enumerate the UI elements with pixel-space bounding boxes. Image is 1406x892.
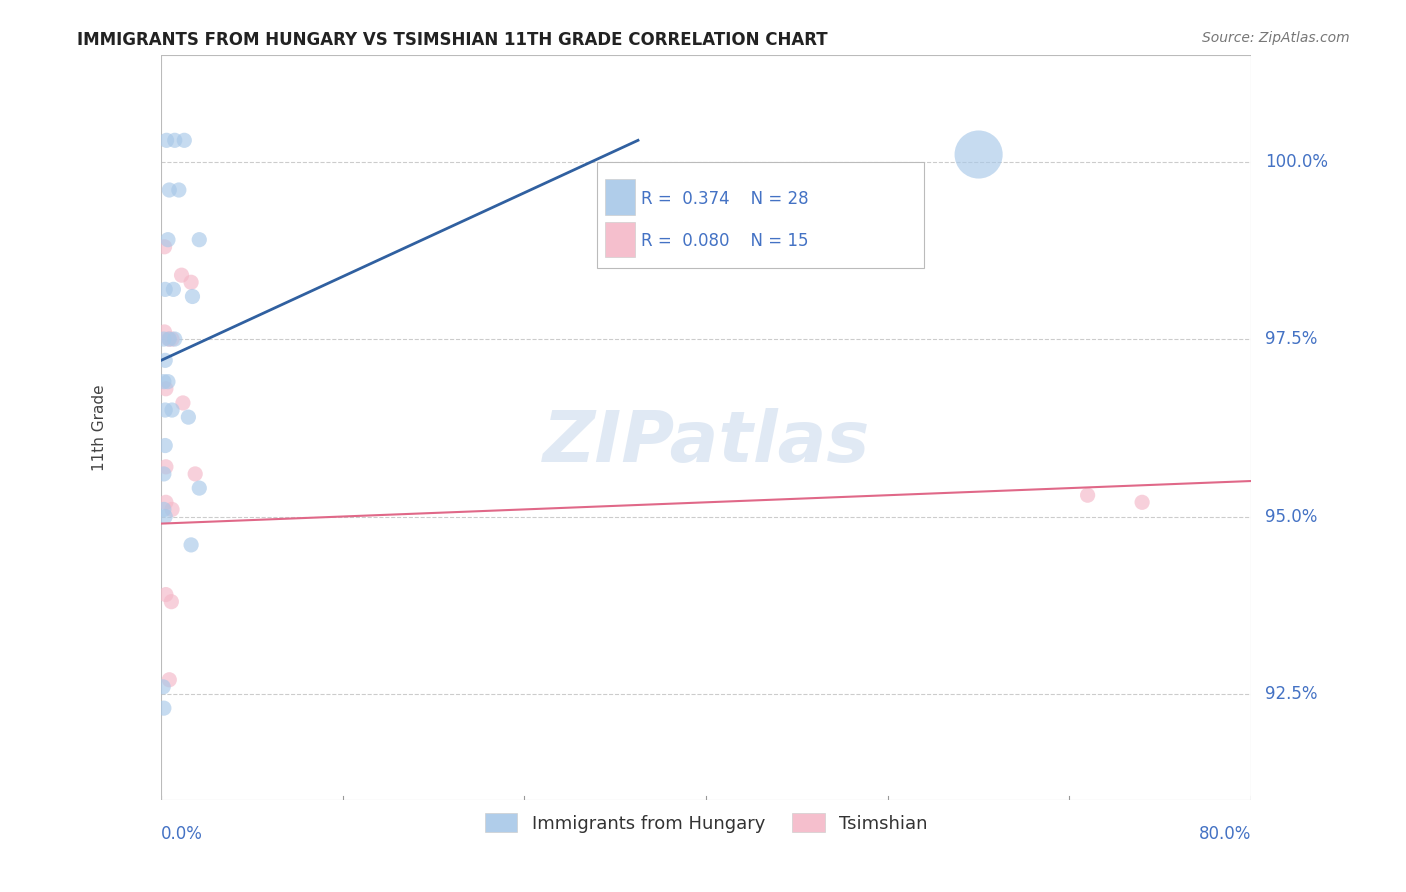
Point [157, 673, 180, 687]
Point [155, 438, 177, 452]
Point [967, 147, 990, 161]
Point [1130, 495, 1153, 509]
Point [177, 410, 200, 425]
Point [155, 382, 177, 396]
Text: R =  0.080    N = 15: R = 0.080 N = 15 [641, 232, 808, 250]
Point [167, 183, 190, 197]
Point [160, 403, 183, 417]
Point [170, 268, 193, 282]
Point [155, 403, 177, 417]
Point [155, 588, 177, 602]
Point [181, 289, 204, 303]
Point [180, 275, 202, 289]
Point [160, 595, 183, 609]
Bar [598, 161, 924, 268]
Point [160, 332, 183, 346]
Point [155, 509, 177, 524]
Text: 11th Grade: 11th Grade [93, 384, 107, 471]
Point [153, 375, 176, 389]
Text: ZIPatlas: ZIPatlas [543, 409, 870, 477]
Point [163, 332, 186, 346]
Text: Source: ZipAtlas.com: Source: ZipAtlas.com [1202, 31, 1350, 45]
Point [153, 332, 176, 346]
Text: 80.0%: 80.0% [1199, 825, 1251, 843]
Point [157, 332, 180, 346]
Point [153, 467, 176, 481]
Point [173, 133, 195, 147]
Text: 0.0%: 0.0% [162, 825, 202, 843]
Point [184, 467, 207, 481]
Point [152, 680, 174, 694]
Bar [606, 222, 636, 258]
Text: 97.5%: 97.5% [1265, 330, 1317, 348]
Legend: Immigrants from Hungary, Tsimshian: Immigrants from Hungary, Tsimshian [478, 806, 935, 840]
Point [155, 133, 177, 147]
Point [163, 133, 186, 147]
Point [153, 502, 176, 516]
Point [172, 396, 194, 410]
Point [153, 701, 176, 715]
Point [1077, 488, 1099, 502]
Point [153, 325, 176, 339]
Point [180, 538, 202, 552]
Text: 100.0%: 100.0% [1265, 153, 1327, 170]
Point [155, 495, 177, 509]
Point [155, 353, 177, 368]
Point [155, 459, 177, 474]
Point [188, 481, 211, 495]
Point [156, 233, 179, 247]
Point [157, 183, 180, 197]
Text: R =  0.374    N = 28: R = 0.374 N = 28 [641, 189, 808, 208]
Point [157, 332, 180, 346]
Text: 95.0%: 95.0% [1265, 508, 1317, 525]
Point [162, 282, 184, 296]
Point [155, 282, 177, 296]
Text: 92.5%: 92.5% [1265, 685, 1317, 703]
Point [153, 240, 176, 254]
Point [188, 233, 211, 247]
Point [156, 375, 179, 389]
Text: IMMIGRANTS FROM HUNGARY VS TSIMSHIAN 11TH GRADE CORRELATION CHART: IMMIGRANTS FROM HUNGARY VS TSIMSHIAN 11T… [77, 31, 828, 49]
Point [160, 502, 183, 516]
Bar [606, 179, 636, 215]
